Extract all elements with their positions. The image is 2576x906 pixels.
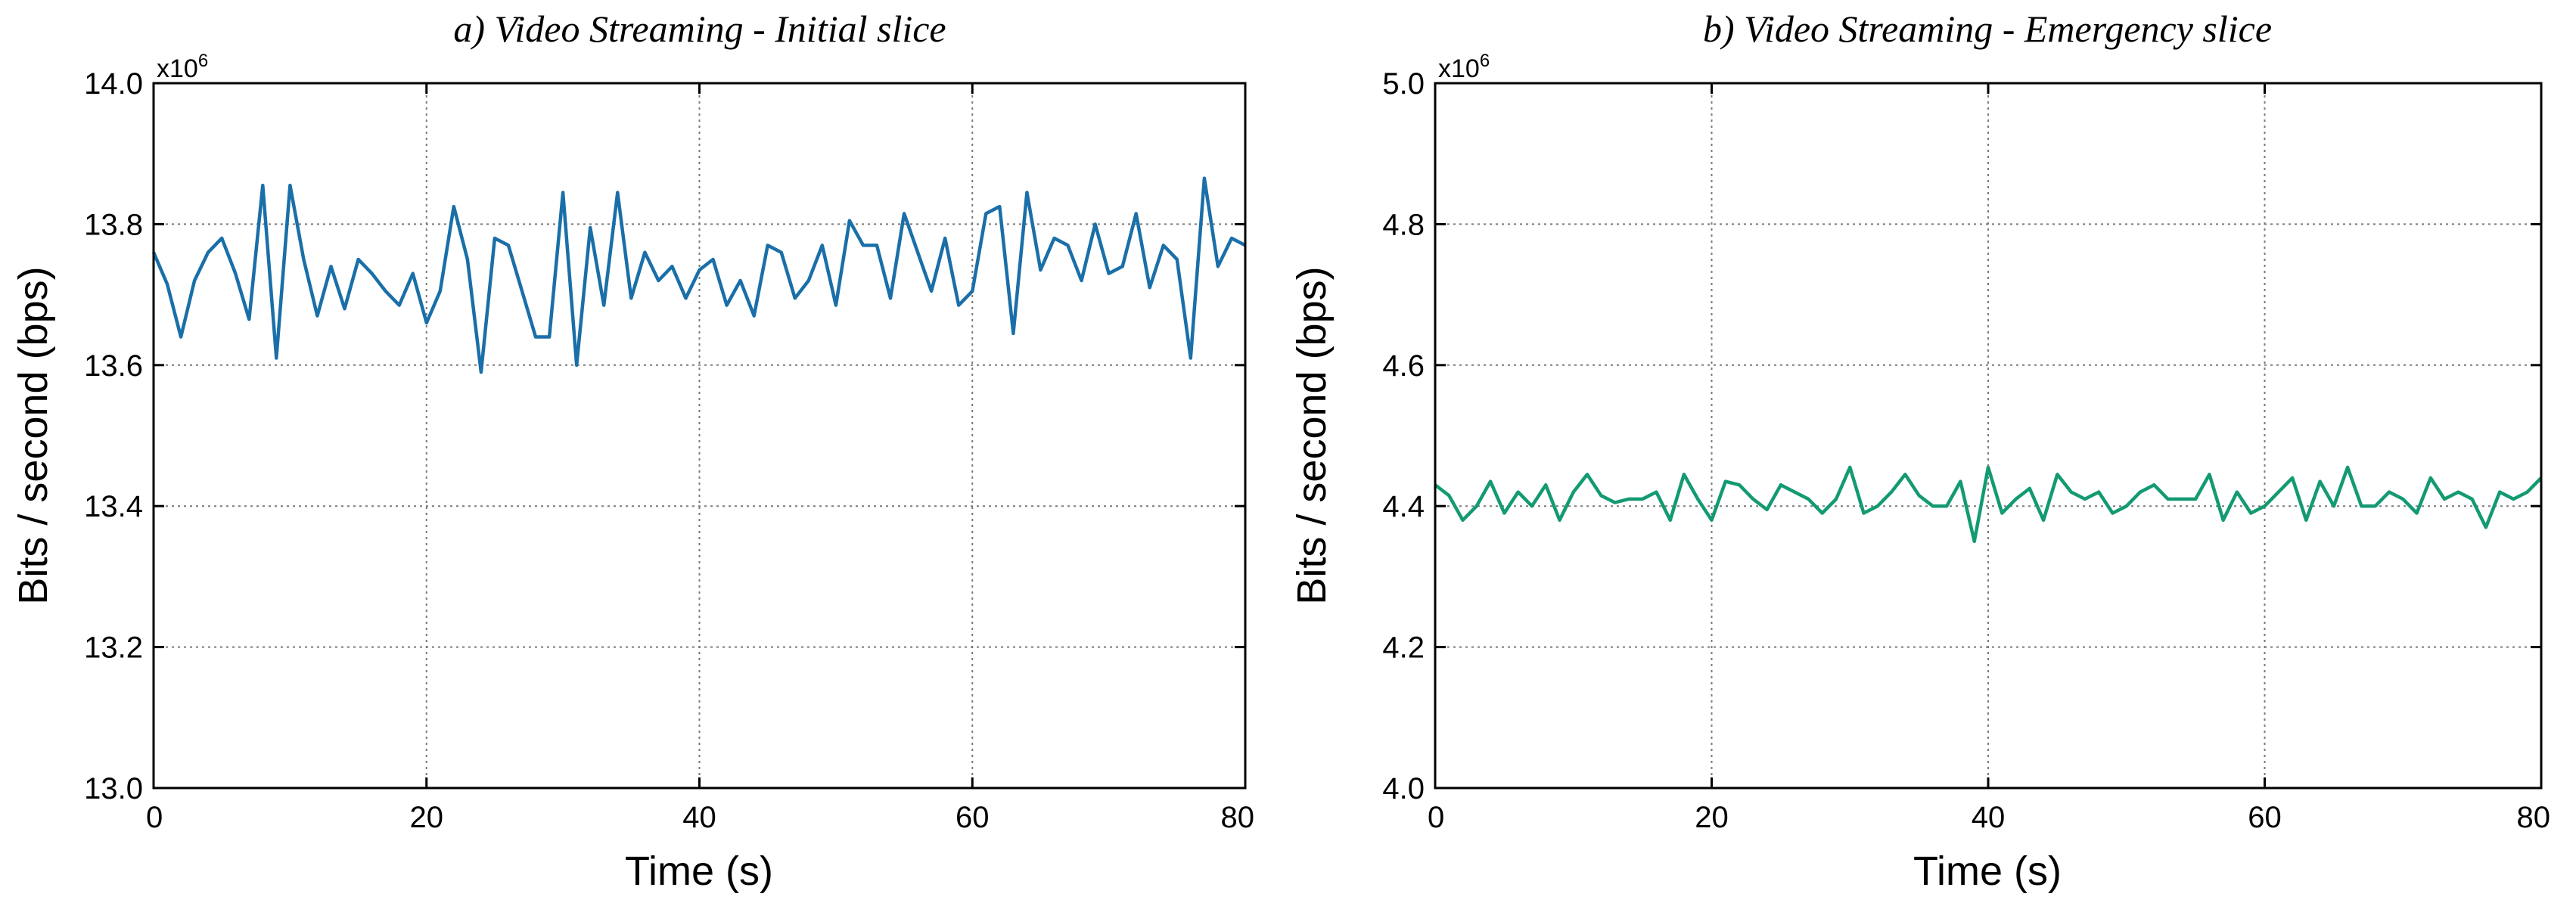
y-tick-label: 13.8 <box>84 208 143 241</box>
y-tick-label: 14.0 <box>84 67 143 101</box>
y-tick-label: 4.4 <box>1382 490 1425 523</box>
y-axis-label: Bits / second (bps) <box>1289 266 1335 604</box>
y-tick-label: 13.2 <box>84 631 143 665</box>
x-tick-label: 0 <box>1428 801 1444 834</box>
x-tick-label: 40 <box>682 801 716 834</box>
x-tick-label: 0 <box>146 801 163 834</box>
x-tick-label: 60 <box>956 801 990 834</box>
x-axis-label: Time (s) <box>625 849 773 894</box>
plot-frame <box>152 82 1247 790</box>
y-tick-label: 4.6 <box>1382 349 1425 383</box>
chart-emergency-slice: b) Video Streaming - Emergency slice 4.0… <box>1289 8 2550 894</box>
series-line-emergency-slice <box>1434 465 2543 544</box>
chart-initial-slice: a) Video Streaming - Initial slice 13.01… <box>11 8 1254 894</box>
x-tick-label: 80 <box>2517 801 2551 834</box>
y-tick-label: 4.2 <box>1382 631 1425 665</box>
x-tick-label: 80 <box>1221 801 1255 834</box>
chart-title: b) Video Streaming - Emergency slice <box>1703 8 2272 50</box>
y-tick-label: 5.0 <box>1382 67 1425 101</box>
y-multiplier: x106 <box>157 51 208 83</box>
y-tick-label: 13.4 <box>84 490 143 523</box>
x-tick-label: 60 <box>2248 801 2282 834</box>
gridlines <box>154 83 1245 788</box>
series-line-initial-slice <box>151 176 1247 374</box>
y-tick-label: 13.6 <box>84 349 143 383</box>
y-tick-label: 13.0 <box>84 772 143 805</box>
y-axis-label: Bits / second (bps) <box>11 266 56 604</box>
y-multiplier: x106 <box>1438 51 1490 83</box>
x-tick-label: 20 <box>1695 801 1729 834</box>
plot-frame <box>1434 82 2543 790</box>
x-tick-label: 20 <box>410 801 444 834</box>
y-tick-labels: 13.0 13.2 13.4 13.6 13.8 14.0 <box>84 67 143 805</box>
y-tick-labels: 4.0 4.2 4.4 4.6 4.8 5.0 <box>1382 67 1425 805</box>
chart-title: a) Video Streaming - Initial slice <box>453 8 946 50</box>
gridlines <box>1435 83 2541 788</box>
y-tick-label: 4.8 <box>1382 208 1425 241</box>
y-tick-label: 4.0 <box>1382 772 1425 805</box>
x-tick-labels: 0 20 40 60 80 <box>1428 801 2550 834</box>
x-axis-label: Time (s) <box>1913 849 2062 894</box>
x-tick-label: 40 <box>1972 801 2006 834</box>
x-tick-labels: 0 20 40 60 80 <box>146 801 1254 834</box>
